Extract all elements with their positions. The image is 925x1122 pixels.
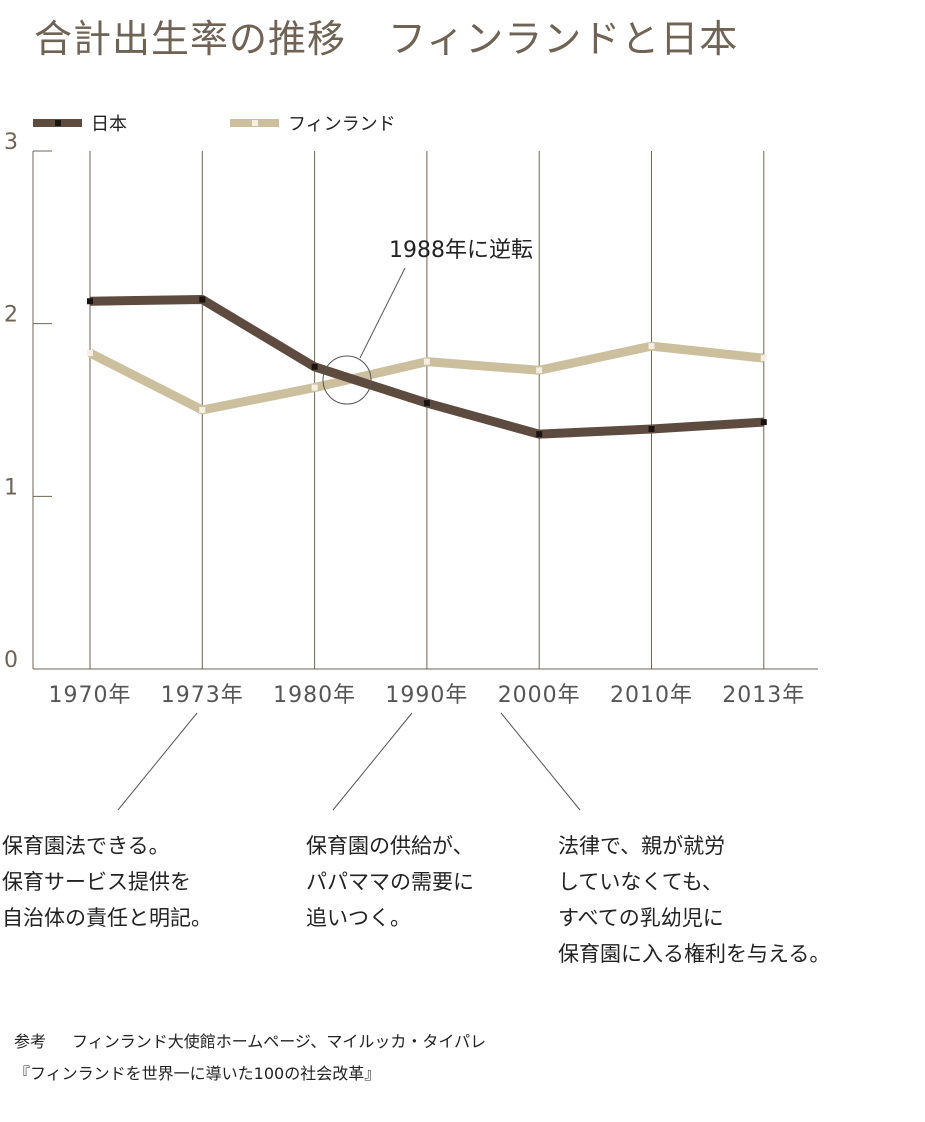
note-2000-line: 法律で、親が就労 bbox=[558, 834, 726, 858]
note-1990-line: 保育園の供給が、 bbox=[306, 834, 474, 858]
x-tick-label: 1990年 bbox=[385, 683, 468, 708]
x-tick-label: 2000年 bbox=[498, 683, 581, 708]
data-point-finland bbox=[311, 384, 318, 391]
legend-label-finland: フィンランド bbox=[288, 114, 396, 135]
source-line-2: 『フィンランドを世界一に導いた100の社会改革』 bbox=[14, 1064, 381, 1083]
note-1990: 保育園の供給が、 パパママの需要に 追いつく。 bbox=[306, 828, 474, 936]
note-1990-line: パパママの需要に bbox=[306, 870, 474, 894]
note-2000-line: していなくても、 bbox=[558, 870, 724, 894]
title-sub: フィンランドと日本 bbox=[388, 17, 739, 61]
y-tick-label: 1 bbox=[4, 475, 18, 500]
x-tick-label: 2013年 bbox=[722, 683, 805, 708]
crossover-circle bbox=[322, 355, 372, 405]
page-title: 合計出生率の推移 フィンランドと日本 bbox=[34, 8, 738, 63]
data-point-finland bbox=[199, 407, 206, 413]
source-label: 参考 bbox=[14, 1032, 47, 1051]
data-point-finland bbox=[423, 358, 430, 365]
source-note: 参考 フィンランド大使館ホームページ、マイルッカ・タイパレ 『フィンランドを世界一… bbox=[14, 1026, 486, 1090]
data-point-japan bbox=[648, 425, 655, 432]
x-tick-label: 1973年 bbox=[161, 683, 244, 708]
legend-label-japan: 日本 bbox=[91, 114, 127, 135]
x-tick-label: 1980年 bbox=[273, 683, 356, 708]
note-1990-line: 追いつく。 bbox=[306, 906, 411, 930]
title-main: 合計出生率の推移 bbox=[34, 17, 347, 61]
note-1973-line: 自治体の責任と明記。 bbox=[2, 906, 212, 930]
data-point-japan bbox=[87, 298, 93, 305]
source-line-1: フィンランド大使館ホームページ、マイルッカ・タイパレ bbox=[72, 1032, 487, 1051]
annotation-label: 1988年に逆転 bbox=[389, 238, 533, 263]
note-2000: 法律で、親が就労 していなくても、 すべての乳幼児に 保育園に入る権利を与える。 bbox=[558, 828, 830, 972]
data-point-japan bbox=[311, 363, 318, 370]
note-connector-1973 bbox=[117, 712, 198, 811]
x-tick-label: 2010年 bbox=[610, 683, 693, 708]
data-point-japan bbox=[760, 419, 767, 426]
note-1973: 保育園法できる。 保育サービス提供を 自治体の責任と明記。 bbox=[2, 828, 212, 936]
data-point-japan bbox=[423, 400, 430, 407]
legend-marker-finland bbox=[252, 120, 258, 126]
note-connector-2000 bbox=[500, 712, 581, 811]
data-point-japan bbox=[199, 296, 206, 303]
x-tick-label: 1970年 bbox=[49, 683, 132, 708]
note-1973-line: 保育サービス提供を bbox=[2, 870, 191, 894]
data-point-japan bbox=[536, 431, 543, 438]
data-point-finland bbox=[87, 350, 93, 357]
y-tick-label: 2 bbox=[4, 303, 18, 328]
data-point-finland bbox=[760, 355, 767, 362]
annotation-leader-line bbox=[359, 267, 406, 359]
data-point-finland bbox=[648, 343, 655, 350]
y-tick-label: 0 bbox=[4, 648, 18, 673]
legend-marker-japan bbox=[55, 120, 61, 126]
note-2000-line: すべての乳幼児に bbox=[558, 906, 724, 930]
note-1973-line: 保育園法できる。 bbox=[2, 834, 170, 858]
y-tick-label: 3 bbox=[4, 130, 18, 155]
note-2000-line: 保育園に入る権利を与える。 bbox=[558, 942, 831, 966]
data-point-finland bbox=[536, 367, 543, 374]
note-connector-1990 bbox=[332, 712, 413, 811]
